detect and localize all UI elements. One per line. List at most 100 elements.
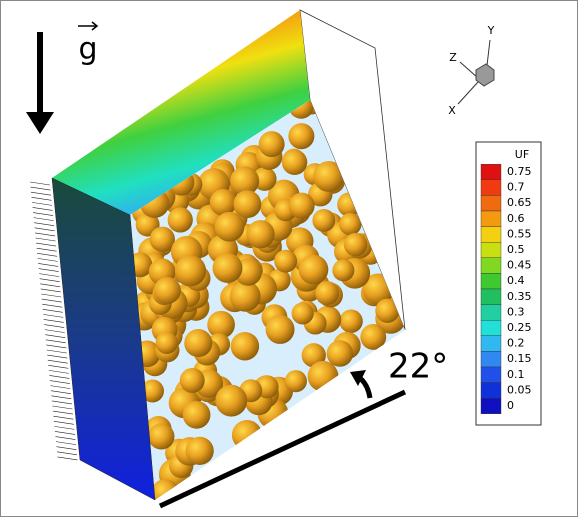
particle [150, 227, 175, 252]
vector [44, 319, 64, 322]
legend-swatch [481, 320, 501, 336]
color-legend: UF 0.750.70.650.60.550.50.450.40.350.30.… [476, 142, 541, 425]
vector [36, 243, 56, 246]
particle [288, 123, 314, 149]
legend-tick-label: 0.25 [507, 321, 532, 334]
vector [37, 248, 57, 251]
triad-cube [476, 64, 494, 86]
triad-y-label: Y [487, 24, 495, 37]
particle [186, 437, 214, 465]
vector [56, 447, 76, 450]
legend-tick-label: 0.65 [507, 196, 532, 209]
legend-tick-label: 0.45 [507, 259, 532, 272]
legend-tick-label: 0.4 [507, 274, 525, 287]
vector [44, 325, 64, 328]
particle [274, 250, 297, 273]
legend-swatch [481, 336, 501, 352]
vector [56, 442, 76, 445]
particle [168, 207, 193, 232]
particle [299, 255, 329, 285]
triad-x [458, 82, 478, 104]
vector [54, 421, 74, 424]
legend-swatch [481, 242, 501, 258]
vector [57, 457, 77, 460]
triad-z [460, 62, 478, 78]
legend-swatch [481, 398, 501, 414]
legend-swatch [481, 195, 501, 211]
legend-swatch [481, 351, 501, 367]
vector [34, 218, 54, 221]
legend-tick-label: 0.5 [507, 243, 525, 256]
particle [344, 233, 367, 256]
particle [210, 189, 237, 216]
particle [233, 190, 261, 218]
vector [49, 375, 69, 378]
legend-tick-label: 0.2 [507, 337, 525, 350]
vector [46, 345, 66, 348]
particle [285, 370, 307, 392]
vector [54, 426, 74, 429]
vector [41, 289, 61, 292]
legend-tick-label: 0.75 [507, 165, 532, 178]
particle [312, 209, 335, 232]
particle [375, 299, 399, 323]
vector [31, 192, 51, 195]
particle [339, 310, 362, 333]
particle [154, 277, 181, 304]
visualization: g 22° Y Z X UF 0.750.70.650.60.550.50.45… [0, 0, 578, 517]
vector [31, 187, 51, 190]
vector [48, 365, 68, 368]
vector [43, 309, 63, 312]
vector [43, 314, 63, 317]
legend-swatch [481, 305, 501, 321]
vector [34, 223, 54, 226]
legend-tick-label: 0 [507, 399, 514, 412]
legend-tick-label: 0.55 [507, 227, 532, 240]
legend-title: UF [515, 148, 529, 161]
particle [215, 212, 245, 242]
vector [45, 330, 65, 333]
vector [30, 182, 50, 185]
legend-swatch [481, 383, 501, 399]
legend-swatch [481, 180, 501, 196]
particle [327, 340, 353, 366]
vector [40, 284, 60, 287]
legend-tick-label: 0.1 [507, 368, 525, 381]
legend-swatch [481, 164, 501, 180]
angle-label: 22° [388, 347, 448, 387]
particle [332, 259, 354, 281]
vector [33, 207, 53, 210]
vector [35, 228, 55, 231]
legend-swatch [481, 273, 501, 289]
particle [292, 302, 314, 324]
particle [148, 423, 174, 449]
vector [35, 233, 55, 236]
vector [50, 386, 70, 389]
legend-tick-label: 0.6 [507, 212, 525, 225]
gravity-arrowhead [26, 112, 54, 134]
vector [39, 269, 59, 272]
legend-swatch [481, 258, 501, 274]
vector [32, 202, 52, 205]
vector [49, 370, 69, 373]
particle [246, 220, 274, 248]
legend-swatch [481, 367, 501, 383]
vector [42, 304, 62, 307]
vector [38, 258, 58, 261]
vector [47, 355, 67, 358]
legend-tick-label: 0.35 [507, 290, 532, 303]
particle [289, 193, 315, 219]
vector [36, 238, 56, 241]
vector [38, 263, 58, 266]
particle [183, 401, 211, 429]
vector [52, 401, 72, 404]
particle [266, 315, 295, 344]
particle [156, 332, 178, 354]
vector [47, 350, 67, 353]
particle [313, 161, 344, 192]
vector [48, 360, 68, 363]
vector [32, 197, 52, 200]
vector [55, 437, 75, 440]
particle [360, 324, 386, 350]
vector [41, 294, 61, 297]
